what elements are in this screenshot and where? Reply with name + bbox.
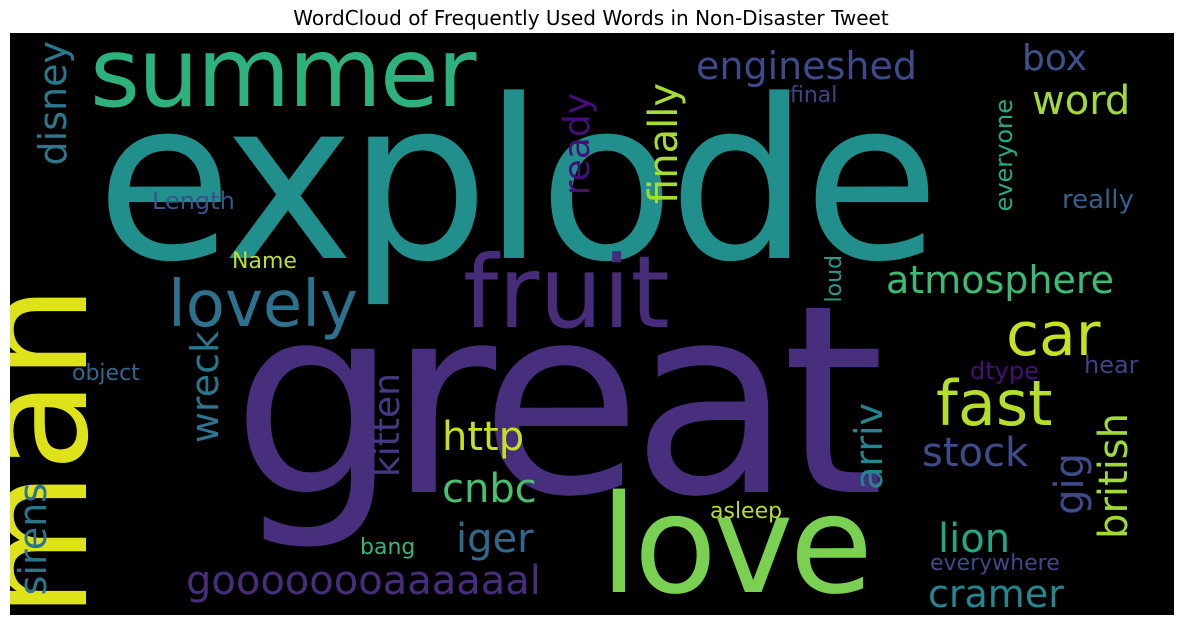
word-goooooooaaaaaal: goooooooaaaaaal <box>186 558 541 604</box>
word-final: final <box>790 83 838 108</box>
word-http: http <box>442 414 525 460</box>
word-lion: lion <box>938 516 1011 562</box>
word-cramer: cramer <box>928 572 1064 615</box>
word-wreck: wreck <box>183 331 227 444</box>
word-summer: summer <box>90 33 476 129</box>
word-fruit: fruit <box>463 234 670 351</box>
word-british: british <box>1091 413 1137 539</box>
word-explode: explode <box>96 53 940 311</box>
word-word: word <box>1032 78 1131 124</box>
word-dtype: dtype <box>970 357 1039 385</box>
word-box: box <box>1022 38 1088 79</box>
word-finally: finally <box>641 83 687 204</box>
word-iger: iger <box>456 516 534 562</box>
word-name: Name <box>232 249 297 274</box>
word-gig: gig <box>1047 453 1093 515</box>
word-arriv: arriv <box>847 403 891 490</box>
word-car: car <box>1006 300 1101 370</box>
chart-title: WordCloud of Frequently Used Words in No… <box>293 6 889 30</box>
word-cnbc: cnbc <box>442 466 537 512</box>
word-love: love <box>600 467 873 615</box>
word-great: great <box>232 249 885 554</box>
word-everywhere: everywhere <box>930 551 1060 576</box>
word-object: object <box>72 361 140 386</box>
word-lovely: lovely <box>168 268 358 342</box>
word-really: really <box>1062 185 1134 215</box>
word-disney: disney <box>31 41 75 166</box>
word-bang: bang <box>360 535 416 560</box>
word-stock: stock <box>922 430 1029 476</box>
word-engineshed: engineshed <box>696 44 917 88</box>
word-sirens: sirens <box>11 483 55 596</box>
word-kitten: kitten <box>367 373 408 478</box>
word-cloud: explode great love summer fruit man love… <box>10 33 1174 615</box>
word-everyone: everyone <box>990 99 1018 212</box>
word-asleep: asleep <box>710 499 783 524</box>
word-length: Length <box>152 187 235 215</box>
word-loud: loud <box>822 255 847 303</box>
word-hear: hear <box>1084 351 1139 379</box>
word-ready: ready <box>557 93 598 196</box>
word-fast: fast <box>936 367 1053 440</box>
word-atmosphere: atmosphere <box>886 258 1114 302</box>
